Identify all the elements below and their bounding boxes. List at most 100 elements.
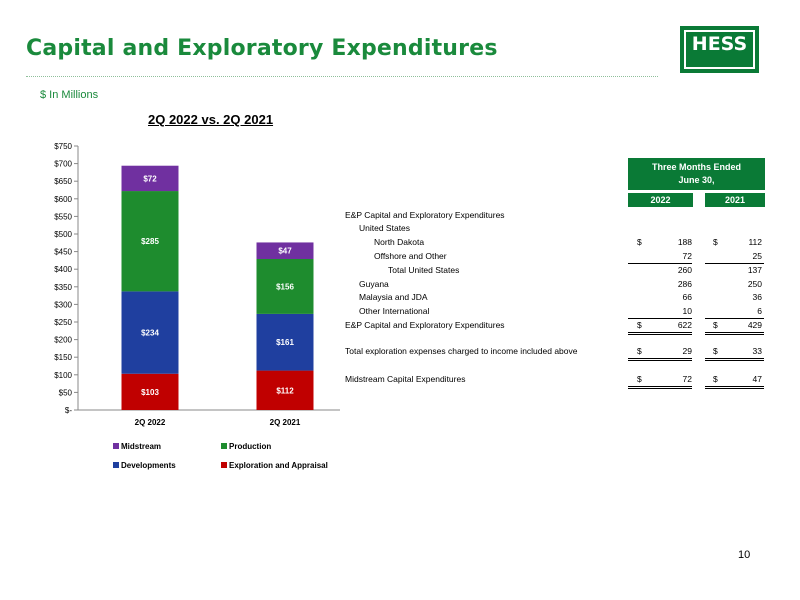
hess-logo: HESS <box>680 26 759 73</box>
table-row: Guyana 286 250 <box>0 278 800 291</box>
currency-symbol: $ <box>713 346 718 356</box>
data-label: $112 <box>276 386 294 395</box>
table-row: United States <box>0 222 800 235</box>
double-underline <box>628 332 692 333</box>
legend-production: Production <box>221 442 271 451</box>
value-2021: 6 <box>757 306 762 316</box>
data-label: $47 <box>278 247 292 256</box>
year-header-2021: 2021 <box>705 193 765 207</box>
row-label: Malaysia and JDA <box>359 292 428 302</box>
value-2022: 66 <box>682 292 692 302</box>
currency-symbol: $ <box>637 346 642 356</box>
currency-symbol: $ <box>637 320 642 330</box>
value-2022: 10 <box>682 306 692 316</box>
bar-segment <box>121 191 179 292</box>
legend-developments: Developments <box>113 461 176 470</box>
table-header-line1: Three Months Ended <box>651 162 741 172</box>
table-period-header: Three Months Ended June 30, <box>628 158 765 190</box>
value-2021: 429 <box>747 320 762 330</box>
row-label: Offshore and Other <box>374 251 447 261</box>
stacked-bar-chart: $- $50 $100 $150 $200 $250 $300 $350 $400 $450 $50… <box>54 142 340 427</box>
double-underline <box>705 358 764 359</box>
legend-swatch-production <box>221 443 227 449</box>
row-label: North Dakota <box>374 237 425 247</box>
double-underline <box>628 360 692 361</box>
value-2021: 33 <box>752 346 762 356</box>
units-note: $ In Millions <box>40 89 99 101</box>
value-2021: 250 <box>747 279 762 289</box>
bar-segment <box>121 165 179 192</box>
row-label: E&P Capital and Exploratory Expenditures <box>345 320 505 330</box>
value-2022: 622 <box>677 320 692 330</box>
value-2022: 72 <box>682 251 692 261</box>
table-row: Malaysia and JDA 66 36 <box>0 291 800 304</box>
page-number: 10 <box>738 549 751 561</box>
table-header-line2: June 30, <box>678 175 715 185</box>
logo-text: HESS <box>691 33 748 55</box>
row-label: E&P Capital and Exploratory Expenditures <box>345 210 505 220</box>
row-label: Guyana <box>359 279 389 289</box>
value-2022: 286 <box>677 279 692 289</box>
legend-label: Exploration and Appraisal <box>229 461 328 470</box>
value-2022: 260 <box>677 265 692 275</box>
bar-segment <box>256 313 314 371</box>
value-2021: 112 <box>748 237 762 247</box>
double-underline <box>705 386 764 387</box>
double-underline <box>628 358 692 359</box>
y-tick-label: $250 <box>54 318 72 327</box>
y-tick-label: $150 <box>54 353 72 362</box>
data-label: $156 <box>276 282 294 291</box>
double-underline <box>705 360 764 361</box>
table-row: E&P Capital and Exploratory Expenditures… <box>0 319 800 332</box>
bar-segment <box>256 258 314 314</box>
y-tick-label: $100 <box>54 371 72 380</box>
chart-heading: 2Q 2022 vs. 2Q 2021 <box>148 112 274 127</box>
currency-symbol: $ <box>713 237 718 247</box>
total-underline <box>705 318 764 319</box>
y-tick-label: $650 <box>54 177 72 186</box>
y-tick-label: $200 <box>54 336 72 345</box>
data-label: $285 <box>141 237 159 246</box>
year-header-2022: 2022 <box>628 193 693 207</box>
bar-segment <box>256 370 314 410</box>
y-tick-label: $400 <box>54 265 72 274</box>
currency-symbol: $ <box>637 374 642 384</box>
legend-label: Production <box>229 442 272 451</box>
legend-swatch-exploration <box>221 462 227 468</box>
data-label: $72 <box>143 174 157 183</box>
data-label: $103 <box>141 388 159 397</box>
y-tick-label: $350 <box>54 283 72 292</box>
subtotal-underline <box>628 263 692 264</box>
y-tick-label: $700 <box>54 160 72 169</box>
legend-exploration: Exploration and Appraisal <box>221 461 328 470</box>
row-label: Midstream Capital Expenditures <box>345 374 466 384</box>
value-2021: 47 <box>752 374 762 384</box>
title-divider <box>26 76 658 77</box>
legend-midstream: Midstream <box>113 442 161 451</box>
value-2022: 72 <box>682 374 692 384</box>
subtotal-underline <box>705 263 764 264</box>
data-label: $161 <box>276 338 294 347</box>
double-underline <box>705 388 764 389</box>
double-underline <box>705 332 764 333</box>
x-tick-label: 2Q 2022 <box>135 418 166 427</box>
value-2021: 137 <box>747 265 762 275</box>
currency-symbol: $ <box>713 320 718 330</box>
table-row: North Dakota $ 188 $ 112 <box>0 236 800 249</box>
double-underline <box>705 334 764 335</box>
value-2021: 25 <box>752 251 762 261</box>
y-tick-label: $- <box>65 406 72 415</box>
double-underline <box>628 386 692 387</box>
table-row: Total United States 260 137 <box>0 264 800 277</box>
bar-segment <box>256 242 314 259</box>
y-tick-label: $500 <box>54 230 72 239</box>
legend-label: Midstream <box>121 442 162 451</box>
row-label: Total exploration expenses charged to in… <box>345 346 578 356</box>
row-label: United States <box>359 223 411 233</box>
table-row: Midstream Capital Expenditures $ 72 $ 47 <box>0 373 800 386</box>
logo-border <box>684 30 755 69</box>
double-underline <box>628 388 692 389</box>
currency-symbol: $ <box>637 237 642 247</box>
y-tick-label: $300 <box>54 300 72 309</box>
value-2022: 29 <box>682 346 692 356</box>
